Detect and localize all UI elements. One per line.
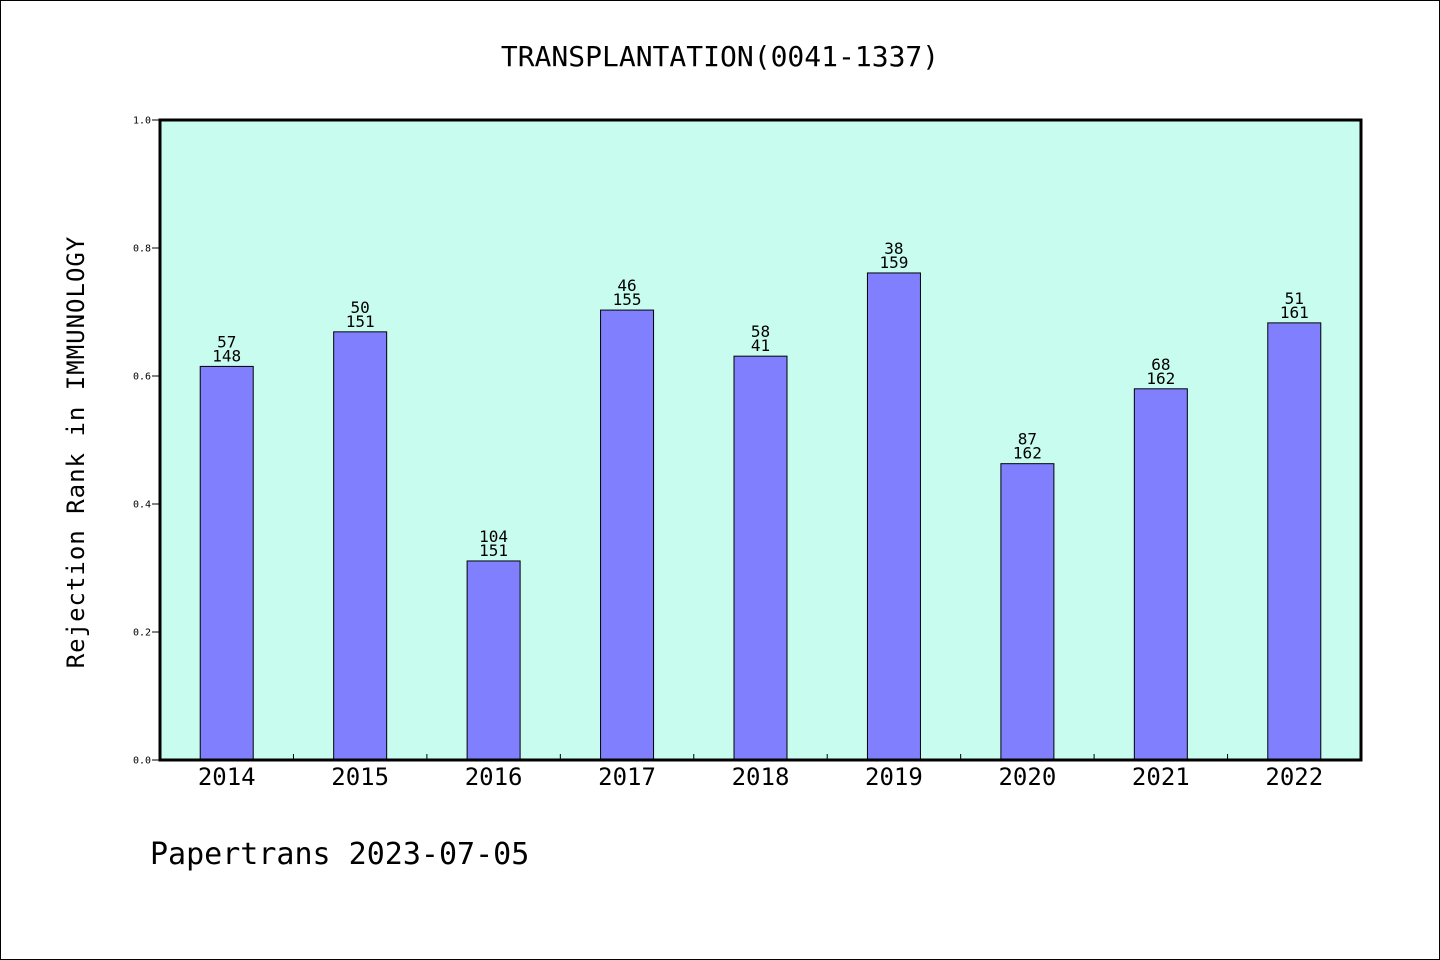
x-tick-label: 2021 xyxy=(1132,763,1190,791)
bar xyxy=(1267,322,1322,761)
y-tick-label: 1.0 xyxy=(133,116,151,127)
bar-label-bottom: 41 xyxy=(751,336,770,355)
bar xyxy=(733,355,788,761)
plot-border xyxy=(158,118,1363,762)
bar-label-top: 51 xyxy=(1285,289,1304,308)
bar-label-top: 57 xyxy=(217,332,236,351)
bar-label-bottom: 161 xyxy=(1280,303,1309,322)
bar-label-top: 50 xyxy=(351,298,370,317)
y-tick-label: 0.8 xyxy=(133,244,151,255)
footer-credit: Papertrans 2023-07-05 xyxy=(150,837,529,872)
bar xyxy=(333,331,388,761)
bar xyxy=(1133,388,1188,761)
x-tick-label: 2015 xyxy=(331,763,389,791)
y-tick-label: 0.2 xyxy=(133,628,151,639)
bar-label-top: 58 xyxy=(751,322,770,341)
bar-label-top: 104 xyxy=(479,527,508,546)
x-tick-label: 2019 xyxy=(865,763,923,791)
bar-label-top: 46 xyxy=(617,276,636,295)
bar xyxy=(866,272,921,761)
bar-label-bottom: 159 xyxy=(879,253,908,272)
bar-label-top: 87 xyxy=(1018,430,1037,449)
x-tick-label: 2017 xyxy=(598,763,656,791)
y-ticks-layer: 0.0 0.2 0.4 0.6 0.8 1.0 xyxy=(133,116,160,767)
bar-label-bottom: 162 xyxy=(1013,444,1042,463)
bar xyxy=(1000,463,1055,761)
bar-label-top: 68 xyxy=(1151,355,1170,374)
x-tick-label: 2018 xyxy=(732,763,790,791)
bar-label-bottom: 148 xyxy=(212,346,241,365)
y-tick-label: 0.0 xyxy=(133,756,151,767)
bar-label-bottom: 155 xyxy=(613,290,642,309)
bar xyxy=(466,560,521,761)
bar-label-top: 38 xyxy=(884,239,903,258)
x-ticks-layer: 2014 2015 2016 2017 2018 2019 2020 2021 2022 xyxy=(198,754,1323,791)
bar-label-bottom: 151 xyxy=(479,541,508,560)
x-tick-label: 2014 xyxy=(198,763,256,791)
x-tick-label: 2020 xyxy=(998,763,1056,791)
bar xyxy=(600,309,655,761)
y-tick-label: 0.6 xyxy=(133,372,151,383)
bar xyxy=(199,365,254,761)
bars-layer: 5714850151104151461555841381598716268162… xyxy=(199,239,1322,761)
bar-label-bottom: 162 xyxy=(1146,369,1175,388)
x-tick-label: 2016 xyxy=(465,763,523,791)
chart-title: TRANSPLANTATION(0041-1337) xyxy=(501,40,939,73)
y-axis-label: Rejection Rank in IMMUNOLOGY xyxy=(62,236,90,669)
bar-label-bottom: 151 xyxy=(346,312,375,331)
y-tick-label: 0.4 xyxy=(133,500,151,511)
x-tick-label: 2022 xyxy=(1265,763,1323,791)
